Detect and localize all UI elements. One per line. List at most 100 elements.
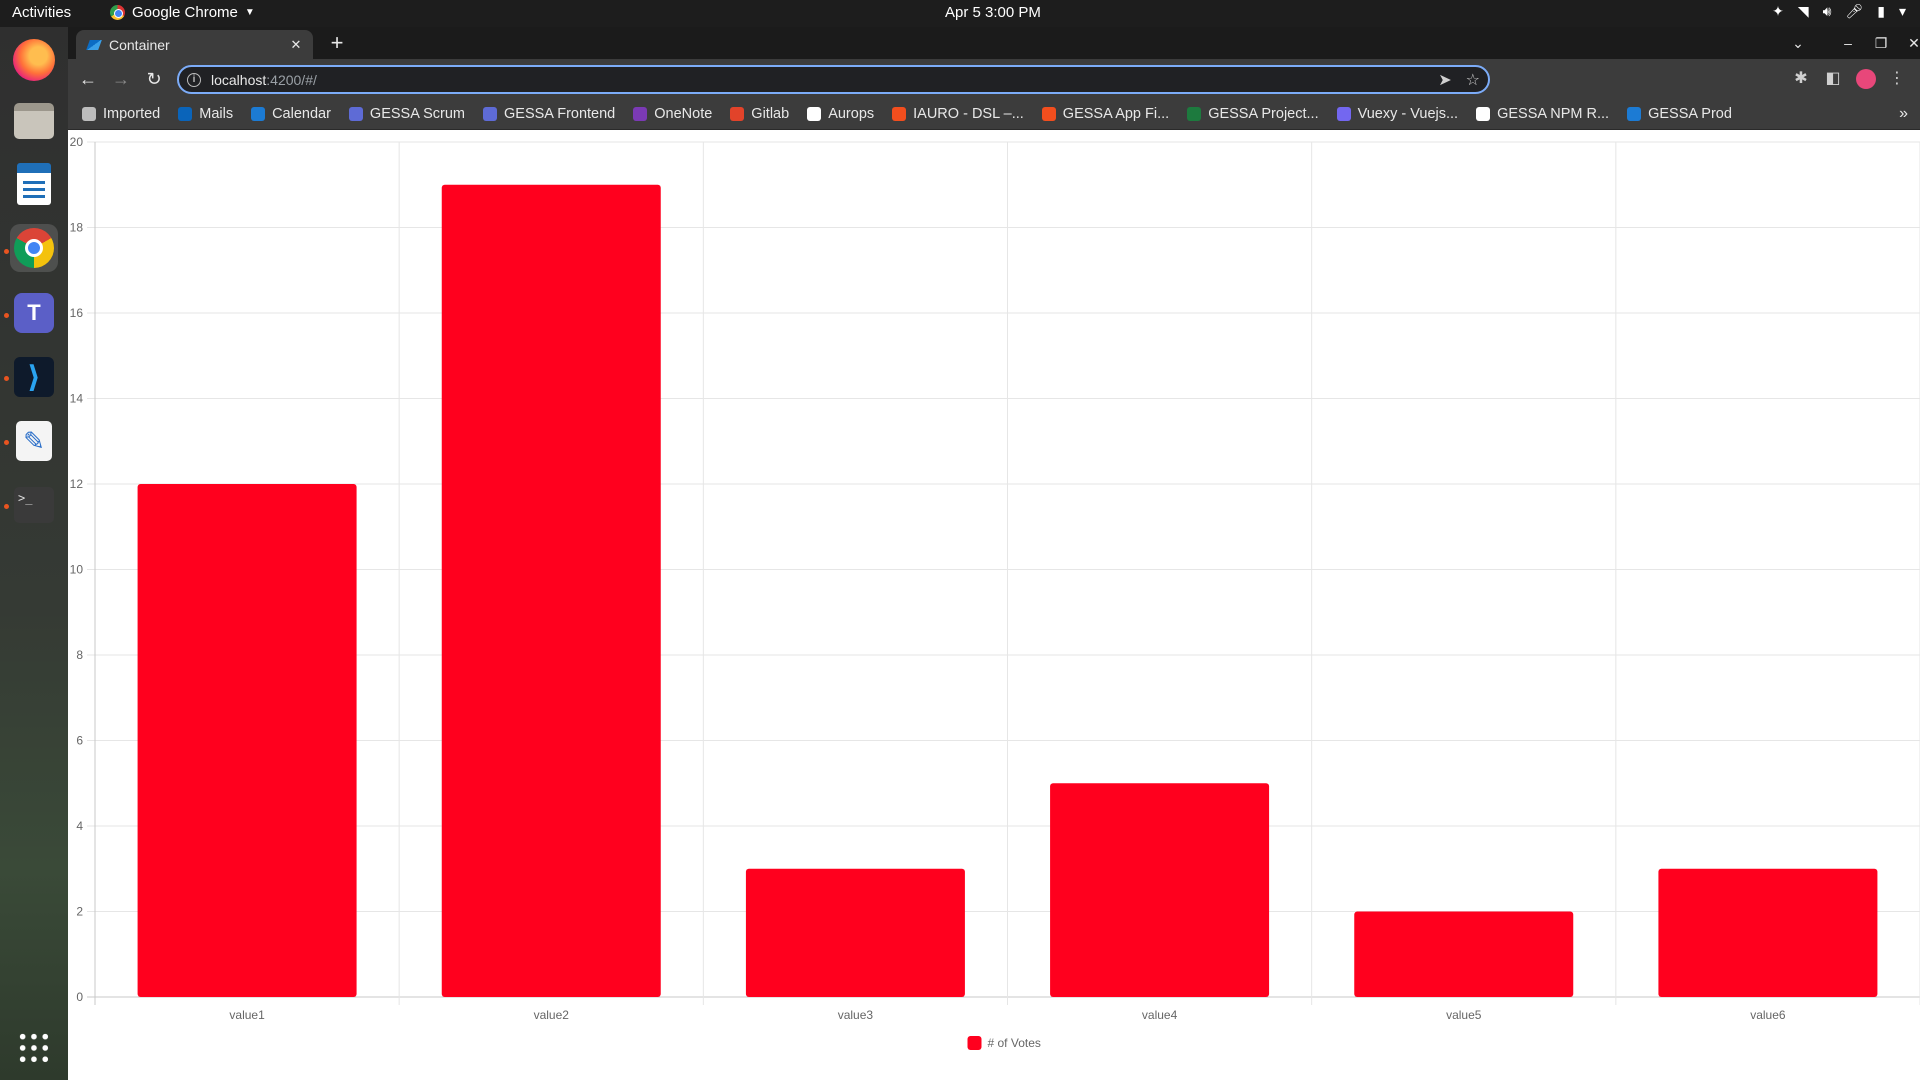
- minimize-button[interactable]: –: [1844, 35, 1852, 51]
- site-info-icon[interactable]: i: [187, 72, 201, 87]
- side-panel-icon[interactable]: ◧: [1825, 70, 1841, 87]
- new-tab-button[interactable]: +: [330, 30, 344, 55]
- chrome-menu-icon[interactable]: ⋮: [1889, 70, 1905, 87]
- bar-value6[interactable]: [1658, 868, 1878, 997]
- bookmark-favicon-icon: [178, 107, 193, 121]
- dock-show-apps[interactable]: [10, 1024, 58, 1072]
- url-path: :4200/#/: [266, 71, 317, 88]
- bookmark-label: Gitlab: [751, 106, 790, 122]
- bookmark-favicon-icon: [1627, 107, 1642, 121]
- address-bar[interactable]: i localhost :4200/#/ ➤ ☆: [177, 65, 1490, 94]
- extensions-puzzle-icon[interactable]: ✱: [1794, 70, 1808, 87]
- y-tick-label: 12: [70, 477, 84, 491]
- activities-button[interactable]: Activities: [12, 4, 72, 21]
- running-indicator: [4, 376, 9, 381]
- close-window-button[interactable]: ✕: [1908, 35, 1920, 51]
- bookmark-label: GESSA NPM R...: [1497, 106, 1610, 122]
- bookmark-favicon-icon: [1041, 107, 1056, 121]
- profile-avatar[interactable]: [1856, 69, 1876, 89]
- send-tab-icon[interactable]: ➤: [1438, 72, 1452, 89]
- bookmark-item[interactable]: GESSA Project...: [1187, 106, 1319, 122]
- bookmark-favicon-icon: [892, 107, 907, 121]
- volume-icon: 🔊︎: [1822, 3, 1832, 19]
- dock-teams[interactable]: T: [10, 289, 58, 337]
- tab-container[interactable]: Container ✕: [76, 30, 313, 59]
- bookmark-item[interactable]: Mails: [178, 106, 233, 122]
- restore-button[interactable]: ❐: [1874, 35, 1888, 51]
- y-tick-label: 14: [70, 392, 84, 406]
- bookmark-label: GESSA App Fi...: [1062, 106, 1170, 122]
- bookmark-item[interactable]: Imported: [82, 106, 160, 122]
- dock-files[interactable]: [10, 97, 58, 145]
- y-tick-label: 2: [76, 905, 83, 919]
- tab-search-icon[interactable]: ⌄: [1792, 35, 1804, 51]
- bookmark-item[interactable]: Aurops: [807, 106, 874, 122]
- bar-value5[interactable]: [1354, 911, 1574, 998]
- url-host: localhost: [211, 71, 267, 88]
- bookmark-item[interactable]: Calendar: [251, 106, 331, 122]
- bar-value2[interactable]: [441, 184, 661, 997]
- x-tick-label: value6: [1750, 1008, 1786, 1022]
- y-tick-label: 4: [76, 819, 83, 833]
- chevron-down-icon: ▾: [1898, 3, 1906, 19]
- bookmark-label: Calendar: [272, 106, 331, 122]
- caret-down-icon: ▼: [244, 7, 255, 18]
- dock-text-editor[interactable]: ✎: [10, 417, 58, 465]
- terminal-icon: >_: [14, 487, 54, 523]
- bookmarks-bar: Imported Mails Calendar GESSA Scrum GESSA Fr…: [68, 99, 1920, 130]
- dock-vscode[interactable]: ⟩: [10, 353, 58, 401]
- bookmark-item[interactable]: GESSA NPM R...: [1476, 106, 1609, 122]
- system-tray[interactable]: ✦ ◥ 🔊︎ 🎤︎ ▮ ▾: [1772, 3, 1906, 20]
- app-menu[interactable]: Google Chrome ▼: [110, 4, 255, 21]
- bookmark-favicon-icon: [1187, 107, 1202, 121]
- bookmark-item[interactable]: GESSA Prod: [1627, 106, 1732, 122]
- running-indicator: [4, 249, 9, 254]
- bookmark-label: GESSA Scrum: [369, 106, 466, 122]
- y-tick-label: 16: [70, 306, 84, 320]
- close-tab-icon[interactable]: ✕: [290, 36, 302, 52]
- teams-icon: T: [14, 293, 54, 333]
- reload-button[interactable]: ↻: [146, 69, 162, 89]
- bookmark-star-icon[interactable]: ☆: [1465, 72, 1480, 89]
- running-indicator: [4, 313, 9, 318]
- bar-value4[interactable]: [1050, 783, 1270, 997]
- page-viewport: 0 2 4 6 8 10 12 14 16 18 20 value1 value2 value3 value…: [68, 130, 1920, 1080]
- bookmark-item[interactable]: OneNote: [633, 106, 712, 122]
- running-indicator: [4, 440, 9, 445]
- bookmark-label: OneNote: [654, 106, 713, 122]
- app-grid-icon: [17, 1031, 51, 1065]
- back-button[interactable]: ←: [79, 69, 97, 89]
- chrome-icon: [110, 5, 125, 20]
- bookmark-item[interactable]: Vuexy - Vuejs...: [1336, 106, 1458, 122]
- x-tick-label: value2: [534, 1008, 570, 1022]
- legend-label[interactable]: # of Votes: [988, 1036, 1041, 1050]
- dock-firefox[interactable]: [10, 36, 58, 84]
- x-tick-label: value5: [1446, 1008, 1482, 1022]
- clock[interactable]: Apr 5 3:00 PM: [945, 4, 1041, 21]
- forward-button[interactable]: →: [112, 69, 130, 89]
- bookmark-label: GESSA Prod: [1648, 106, 1732, 122]
- system-top-bar: Activities Google Chrome ▼ Apr 5 3:00 PM…: [0, 0, 1920, 27]
- dock: T ⟩ ✎ >_: [0, 27, 68, 1080]
- text-editor-icon: ✎: [16, 421, 52, 461]
- bookmark-item[interactable]: GESSA Frontend: [483, 106, 615, 122]
- dock-writer[interactable]: [10, 160, 58, 208]
- bar-value3[interactable]: [745, 868, 965, 997]
- teams-tray-icon[interactable]: ✦: [1772, 3, 1784, 19]
- y-tick-label: 0: [76, 990, 83, 1004]
- firefox-icon: [13, 39, 55, 81]
- bar-value1[interactable]: [137, 484, 357, 997]
- dock-chrome[interactable]: [10, 224, 58, 272]
- dock-terminal[interactable]: >_: [10, 481, 58, 529]
- bookmark-favicon-icon: [251, 107, 266, 121]
- bookmark-item[interactable]: GESSA App Fi...: [1041, 106, 1170, 122]
- y-tick-label: 20: [70, 135, 84, 149]
- bookmark-item[interactable]: Gitlab: [730, 106, 789, 122]
- bookmark-item[interactable]: GESSA Scrum: [348, 106, 466, 122]
- legend-swatch[interactable]: [967, 1036, 982, 1050]
- y-tick-label: 10: [70, 563, 84, 577]
- more-bookmarks-icon[interactable]: »: [1899, 105, 1908, 122]
- y-tick-label: 8: [76, 648, 83, 662]
- bookmark-item[interactable]: IAURO - DSL –...: [892, 106, 1024, 122]
- bookmark-label: Imported: [103, 106, 161, 122]
